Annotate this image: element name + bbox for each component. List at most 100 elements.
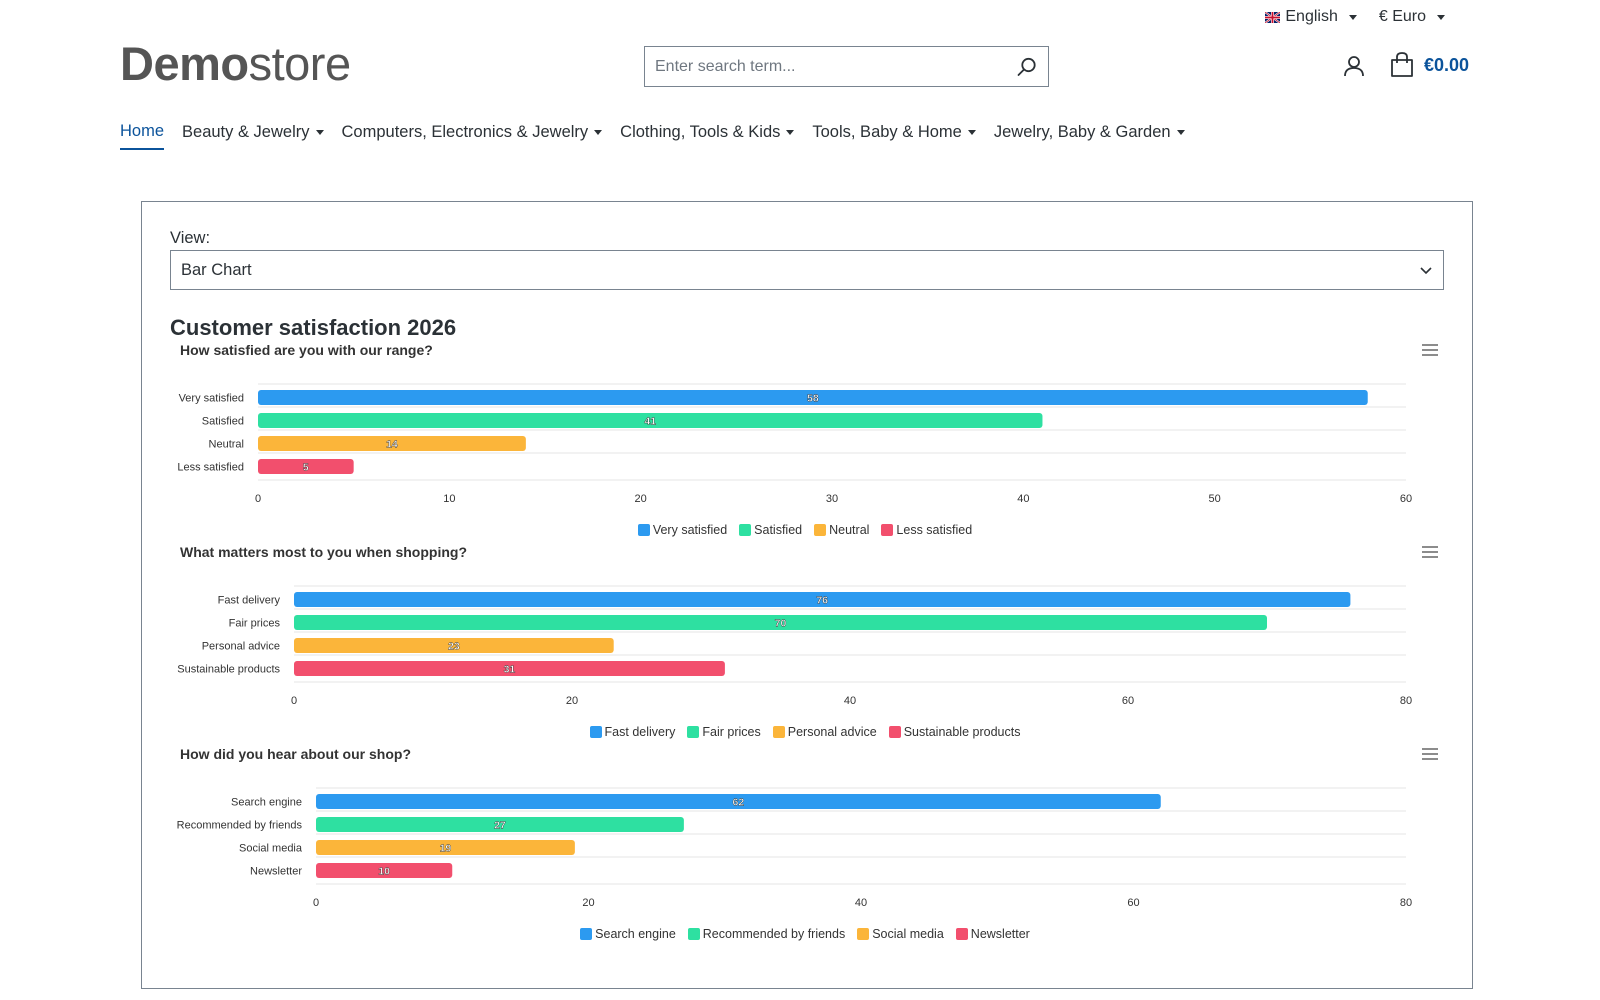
data-label: 70 — [775, 618, 787, 630]
x-tick-label: 60 — [1122, 695, 1134, 707]
x-tick-label: 10 — [443, 493, 455, 505]
legend-item-search-engine[interactable]: Search engine — [580, 927, 676, 941]
x-tick-label: 40 — [844, 695, 856, 707]
category-label: Very satisfied — [179, 393, 244, 405]
nav-item-beauty-jewelry[interactable]: Beauty & Jewelry — [182, 120, 324, 150]
legend-item-sustainable-products[interactable]: Sustainable products — [888, 725, 1021, 739]
x-tick-label: 20 — [566, 695, 578, 707]
content-card: View: Bar Chart Customer satisfaction 20… — [141, 201, 1473, 989]
legend-label: Recommended by friends — [702, 927, 846, 941]
chart-legend: Search engine Recommended by friends Socia… — [170, 927, 1440, 941]
search-icon — [1017, 57, 1036, 76]
hamburger-menu-icon[interactable] — [1420, 746, 1440, 762]
chevron-down-icon — [594, 130, 603, 135]
x-tick-label: 50 — [1209, 493, 1221, 505]
legend-item-fast-delivery[interactable]: Fast delivery — [589, 725, 675, 739]
user-icon — [1344, 56, 1364, 77]
data-label: 23 — [448, 641, 460, 653]
chevron-down-icon — [786, 130, 795, 135]
bar-newsletter — [316, 863, 453, 878]
x-tick-label: 20 — [635, 493, 647, 505]
chevron-down-icon — [1420, 267, 1432, 275]
category-label: Recommended by friends — [177, 820, 303, 832]
legend-swatch — [589, 726, 602, 738]
legend-swatch — [772, 726, 785, 738]
legend-swatch — [857, 928, 870, 940]
account-button[interactable] — [1342, 54, 1366, 83]
data-label: 5 — [303, 462, 309, 474]
legend-label: Less satisfied — [896, 523, 973, 537]
nav-item-jewelry-baby-garden[interactable]: Jewelry, Baby & Garden — [994, 120, 1185, 150]
data-label: 62 — [733, 797, 745, 809]
nav-item-label: Home — [120, 122, 165, 140]
nav-item-label: Tools, Baby & Home — [812, 123, 962, 141]
legend-item-very-satisfied[interactable]: Very satisfied — [637, 523, 728, 537]
category-label: Neutral — [209, 439, 244, 451]
category-label: Newsletter — [250, 866, 302, 878]
legend-label: Very satisfied — [652, 523, 728, 537]
bar-social-media — [316, 840, 575, 855]
logo-light-text: store — [248, 37, 352, 90]
legend-item-personal-advice[interactable]: Personal advice — [772, 725, 877, 739]
view-select[interactable]: Bar Chart — [170, 250, 1444, 290]
bar-chart: Very satisfied 58 Satisfied 41 Neutral 14 Less… — [177, 383, 1412, 505]
x-tick-label: 40 — [855, 897, 867, 909]
legend-item-newsletter[interactable]: Newsletter — [955, 927, 1030, 941]
legend-swatch — [739, 524, 752, 536]
search-button[interactable] — [1006, 47, 1048, 86]
category-label: Social media — [239, 843, 303, 855]
chevron-down-icon — [315, 130, 324, 135]
legend-swatch — [687, 928, 700, 940]
bar-neutral — [258, 436, 526, 451]
x-tick-label: 0 — [291, 695, 297, 707]
bar-satisfied — [258, 413, 1043, 428]
top-utility-bar: English € Euro — [1265, 8, 1445, 26]
store-logo[interactable]: Demostore — [120, 36, 351, 91]
nav-item-home[interactable]: Home — [120, 120, 165, 150]
chart-title: How did you hear about our shop? — [180, 746, 411, 762]
legend-item-less-satisfied[interactable]: Less satisfied — [881, 523, 972, 537]
currency-dropdown[interactable]: € Euro — [1379, 8, 1445, 26]
category-label: Fair prices — [229, 618, 281, 630]
legend-swatch — [580, 928, 593, 940]
legend-item-social-media[interactable]: Social media — [857, 927, 944, 941]
legend-item-fair-prices[interactable]: Fair prices — [687, 725, 761, 739]
page-title: Customer satisfaction 2026 — [170, 315, 457, 340]
language-dropdown[interactable]: English — [1265, 8, 1357, 26]
data-label: 76 — [816, 595, 828, 607]
x-tick-label: 60 — [1127, 897, 1139, 909]
legend-label: Fair prices — [702, 725, 761, 739]
chevron-down-icon — [1437, 14, 1445, 20]
chart-legend: Very satisfied Satisfied Neutral Less satis… — [170, 523, 1440, 537]
legend-label: Sustainable products — [903, 725, 1021, 739]
chart-title: What matters most to you when shopping? — [180, 544, 467, 560]
bar-recommended-by-friends — [316, 817, 684, 832]
category-label: Sustainable products — [177, 664, 280, 676]
legend-swatch — [955, 928, 968, 940]
legend-item-satisfied[interactable]: Satisfied — [739, 523, 802, 537]
chevron-down-icon — [1348, 14, 1357, 20]
chart-block-priorities: What matters most to you when shopping? … — [170, 544, 1440, 740]
uk-flag-icon — [1265, 11, 1281, 23]
hamburger-menu-icon[interactable] — [1420, 342, 1440, 358]
nav-item-computers-electronics-jewelry[interactable]: Computers, Electronics & Jewelry — [342, 120, 603, 150]
legend-item-neutral[interactable]: Neutral — [814, 523, 869, 537]
currency-label: € Euro — [1378, 8, 1426, 25]
shopping-bag-icon — [1391, 52, 1413, 77]
nav-item-clothing-tools-kids[interactable]: Clothing, Tools & Kids — [620, 120, 795, 150]
data-label: 10 — [378, 866, 390, 878]
x-tick-label: 80 — [1400, 897, 1412, 909]
legend-item-recommended-by-friends[interactable]: Recommended by friends — [687, 927, 846, 941]
bar-search-engine — [316, 794, 1161, 809]
x-tick-label: 40 — [1017, 493, 1029, 505]
bar-less-satisfied — [258, 459, 354, 474]
category-label: Personal advice — [202, 641, 280, 653]
legend-label: Personal advice — [787, 725, 877, 739]
cart-button[interactable]: €0.00 — [1390, 52, 1469, 78]
logo-bold-text: Demo — [120, 37, 249, 90]
hamburger-menu-icon[interactable] — [1420, 544, 1440, 560]
data-label: 19 — [440, 843, 452, 855]
chart-block-referral: How did you hear about our shop? Search … — [170, 746, 1440, 942]
nav-item-tools-baby-home[interactable]: Tools, Baby & Home — [812, 120, 976, 150]
search-input[interactable] — [645, 47, 1006, 86]
